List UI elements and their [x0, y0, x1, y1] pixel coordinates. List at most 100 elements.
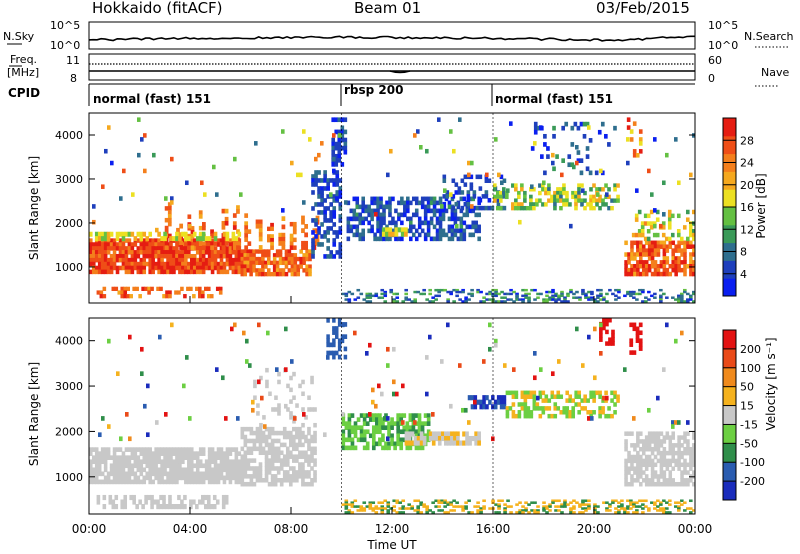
power-cell: [187, 261, 191, 267]
velocity-speck: [233, 322, 237, 328]
power-streak: [236, 209, 240, 214]
power-cell: [385, 204, 389, 210]
power-cell: [346, 236, 351, 242]
power-cell: [352, 212, 357, 218]
power-cell: [114, 286, 119, 291]
velocity-cell: [127, 455, 132, 461]
velocity-cell: [636, 435, 640, 440]
power-cell: [234, 269, 239, 275]
velocity-cell: [659, 466, 664, 471]
velocity-cell: [213, 471, 218, 477]
power-cell: [426, 220, 431, 226]
power-cell: [557, 294, 561, 298]
velocity-cell: [644, 466, 649, 471]
velocity-cell: [647, 478, 652, 483]
velocity-cell: [124, 475, 129, 481]
velocity-cell: [267, 481, 272, 487]
velocity-cell: [100, 459, 105, 465]
power-cell: [668, 264, 673, 269]
power-speck: [320, 141, 324, 146]
velocity-cell: [443, 501, 447, 504]
power-cell: [183, 294, 187, 299]
velocity-cell: [470, 395, 475, 401]
power-streak: [236, 245, 240, 250]
power-cell: [190, 269, 194, 275]
velocity-cell: [607, 406, 611, 411]
power-cell: [562, 190, 566, 196]
velocity-cell: [550, 394, 555, 399]
velocity-cell: [517, 402, 522, 407]
power-cell: [423, 208, 428, 214]
power-cell: [514, 198, 518, 203]
velocity-cell: [151, 467, 155, 473]
velocity-cell: [518, 501, 522, 504]
velocity-cell: [527, 511, 531, 514]
power-cell: [515, 294, 519, 298]
power-cell: [287, 260, 292, 266]
velocity-cell: [644, 454, 649, 460]
velocity-cell: [166, 475, 170, 481]
power-streak: [258, 232, 263, 238]
velocity-cell: [632, 322, 637, 328]
velocity-cell: [443, 499, 447, 503]
velocity-cell: [387, 425, 391, 431]
power-cell: [689, 264, 693, 269]
velocity-cell: [213, 459, 218, 465]
power-cell: [650, 248, 655, 253]
velocity-cell: [313, 470, 317, 475]
power-cell: [441, 208, 446, 214]
power-cell: [425, 298, 429, 301]
power-cell: [109, 231, 114, 237]
power-cell: [392, 300, 397, 303]
power-cell: [335, 190, 340, 195]
velocity-cell: [653, 474, 658, 479]
velocity-cell: [470, 511, 474, 514]
velocity-cell: [154, 447, 158, 452]
velocity-cell: [653, 462, 658, 468]
power-cell: [332, 198, 337, 203]
power-cell: [157, 238, 161, 243]
power-cell: [523, 205, 527, 211]
velocity-cell: [644, 443, 649, 448]
power-cell: [317, 190, 321, 195]
velocity-cell: [307, 446, 311, 452]
velocity-speck: [464, 407, 468, 413]
power-cell: [290, 264, 295, 269]
velocity-cell: [234, 463, 239, 469]
velocity-cell: [359, 413, 364, 418]
power-cell: [634, 217, 639, 222]
velocity-cell: [210, 455, 215, 461]
power-cell: [569, 290, 573, 294]
power-cell: [169, 236, 173, 242]
power-cell: [464, 296, 468, 299]
velocity-cell: [593, 503, 597, 506]
velocity-cell: [162, 504, 166, 510]
power-cell: [554, 294, 558, 298]
velocity-cell: [482, 395, 486, 401]
velocity-cell: [443, 511, 447, 514]
power-cell: [219, 265, 224, 271]
power-cell: [371, 294, 376, 298]
power-cell: [460, 178, 465, 183]
power-cell: [683, 264, 687, 269]
power-cell: [532, 202, 536, 207]
power-cell: [689, 240, 693, 246]
velocity-cell: [683, 431, 687, 436]
power-cell: [190, 257, 194, 263]
velocity-cell: [310, 438, 314, 444]
velocity-cell: [665, 478, 670, 483]
power-cell: [284, 264, 289, 269]
power-cell: [647, 264, 652, 269]
power-cell: [130, 261, 135, 267]
velocity-cell: [206, 494, 211, 501]
power-cell: [175, 231, 179, 237]
power-cell: [100, 250, 105, 255]
power-cell: [636, 260, 640, 265]
velocity-cell: [437, 505, 441, 508]
velocity-cell: [175, 471, 179, 477]
freq-left-label-1: Freq.: [10, 53, 37, 66]
power-cell: [520, 183, 524, 188]
velocity-cell: [115, 479, 120, 485]
power-streak: [164, 241, 169, 247]
velocity-cell: [190, 459, 194, 465]
